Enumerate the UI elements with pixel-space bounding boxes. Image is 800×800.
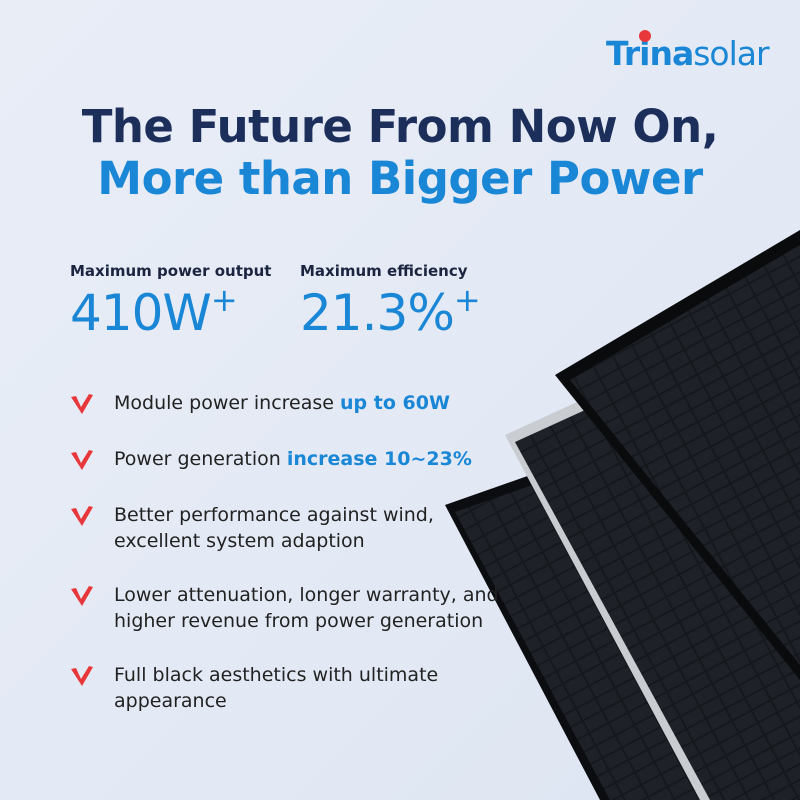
stat-value: 21.3% bbox=[300, 284, 455, 342]
feature-item: Power generation increase 10~23% bbox=[70, 446, 472, 472]
feature-text-plain: Power generation bbox=[114, 448, 287, 470]
feature-text-plain: Lower attenuation, longer warranty, and … bbox=[114, 584, 499, 632]
check-icon bbox=[71, 394, 93, 414]
feature-item: Full black aesthetics with ultimate appe… bbox=[70, 662, 550, 714]
feature-text-plain: Module power increase bbox=[114, 392, 341, 414]
headline-line2: More than Bigger Power bbox=[97, 152, 703, 205]
stat-power: Maximum power output 410W+ bbox=[70, 262, 271, 338]
check-icon bbox=[71, 506, 93, 526]
feature-text-plain: Full black aesthetics with ultimate appe… bbox=[114, 664, 439, 712]
feature-text: Better performance against wind, excelle… bbox=[114, 502, 514, 554]
trinasolar-logo: Trinasolar bbox=[606, 30, 770, 73]
feature-text: Module power increase up to 60W bbox=[114, 390, 450, 416]
check-icon bbox=[71, 666, 93, 686]
feature-text: Power generation increase 10~23% bbox=[114, 446, 472, 472]
stat-label: Maximum efficiency bbox=[300, 262, 468, 280]
stat-efficiency: Maximum efficiency 21.3%+ bbox=[300, 262, 481, 338]
check-icon bbox=[71, 586, 93, 606]
stat-sup: + bbox=[453, 281, 481, 319]
feature-item: Lower attenuation, longer warranty, and … bbox=[70, 582, 514, 634]
stat-value: 410W bbox=[70, 284, 212, 342]
check-icon bbox=[71, 450, 93, 470]
logo-bold: Trina bbox=[606, 34, 694, 73]
headline-line1: The Future From Now On, bbox=[81, 100, 719, 153]
stat-sup: + bbox=[210, 281, 238, 319]
feature-item: Module power increase up to 60W bbox=[70, 390, 450, 416]
logo-dot bbox=[639, 30, 651, 42]
feature-text-plain: Better performance against wind, excelle… bbox=[114, 504, 434, 552]
feature-item: Better performance against wind, excelle… bbox=[70, 502, 514, 554]
feature-highlight: increase 10~23% bbox=[286, 448, 472, 470]
stat-label: Maximum power output bbox=[70, 262, 272, 280]
feature-highlight: up to 60W bbox=[340, 392, 450, 414]
logo-light: solar bbox=[693, 34, 769, 73]
feature-text: Lower attenuation, longer warranty, and … bbox=[114, 582, 514, 634]
feature-text: Full black aesthetics with ultimate appe… bbox=[114, 662, 550, 714]
